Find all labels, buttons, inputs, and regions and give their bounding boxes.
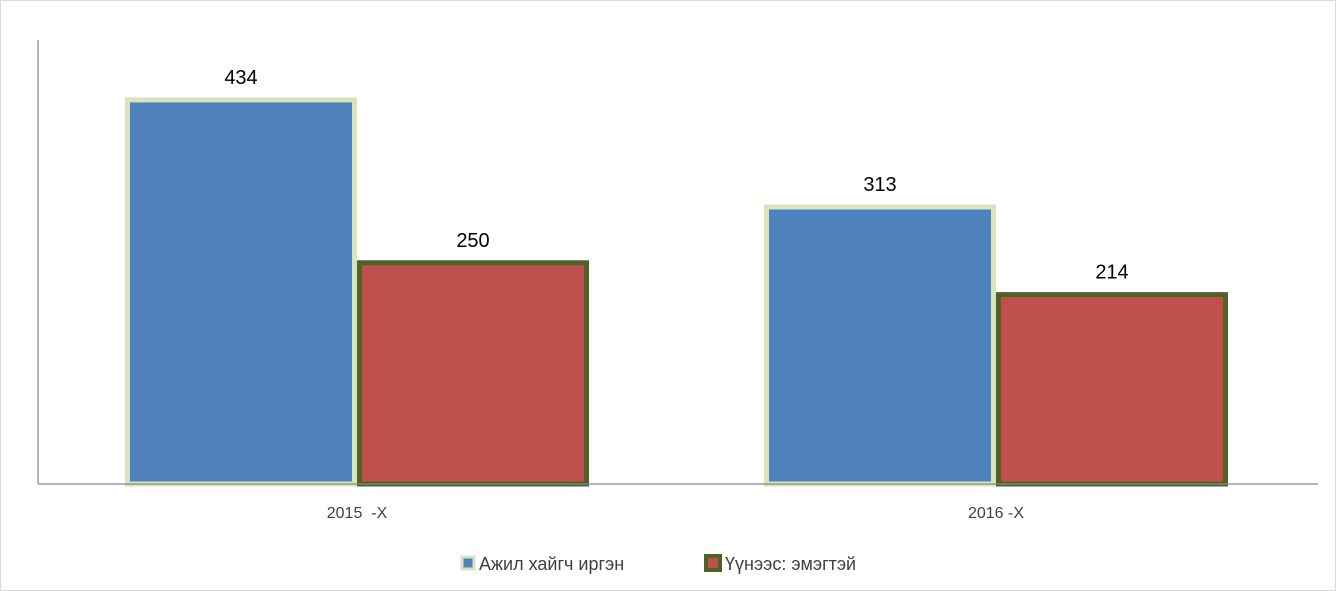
legend-swatch-0 [460, 555, 476, 571]
data-label-s1-c0: 250 [456, 230, 489, 252]
data-label-s0-c0: 434 [224, 67, 257, 89]
bar-s1-c1 [996, 292, 1228, 487]
data-label-s1-c1: 214 [1095, 262, 1128, 284]
legend-label-0: Ажил хайгч иргэн [479, 554, 624, 574]
bar-s1-c0 [357, 260, 589, 487]
legend-swatch-1 [704, 554, 722, 572]
x-tick-label-1: 2016 -X [968, 505, 1024, 522]
legend: Ажил хайгч иргэн Үүнээс: эмэгтэй [460, 554, 856, 574]
bar-s0-c1 [764, 204, 996, 487]
x-tick-labels: 2015 -X 2016 -X [327, 505, 1025, 522]
legend-label-1: Үүнээс: эмэгтэй [725, 554, 856, 574]
data-labels-layer: 434 250 313 214 [224, 67, 1128, 284]
bar-s0-c0 [125, 97, 357, 487]
data-label-s0-c1: 313 [863, 174, 896, 196]
x-tick-label-0: 2015 -X [327, 505, 388, 522]
bars-layer [125, 97, 1228, 487]
